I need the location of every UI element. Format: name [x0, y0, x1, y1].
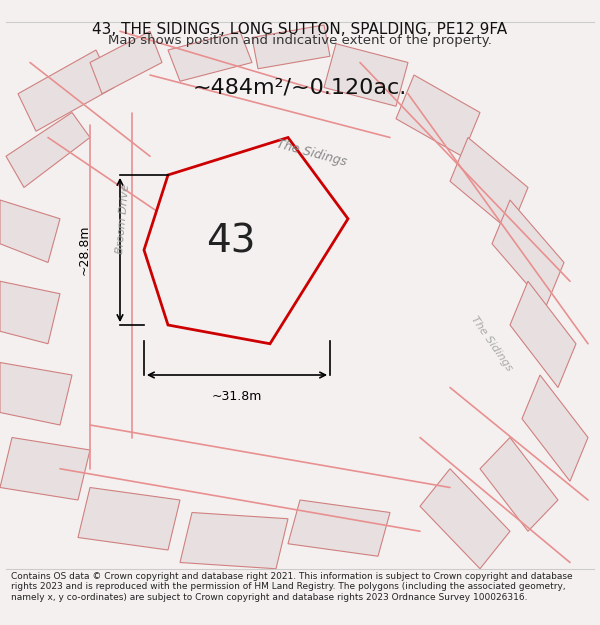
Text: The Sidings: The Sidings	[275, 138, 349, 169]
Polygon shape	[324, 44, 408, 106]
Polygon shape	[0, 200, 60, 262]
Polygon shape	[396, 75, 480, 156]
Polygon shape	[90, 31, 162, 94]
Polygon shape	[480, 438, 558, 531]
Text: Map shows position and indicative extent of the property.: Map shows position and indicative extent…	[108, 34, 492, 47]
Text: 43, THE SIDINGS, LONG SUTTON, SPALDING, PE12 9FA: 43, THE SIDINGS, LONG SUTTON, SPALDING, …	[92, 22, 508, 37]
Polygon shape	[168, 31, 252, 81]
Polygon shape	[18, 50, 114, 131]
Text: 43: 43	[206, 222, 256, 261]
Polygon shape	[78, 488, 180, 550]
Polygon shape	[450, 138, 528, 231]
Polygon shape	[420, 469, 510, 569]
Polygon shape	[0, 438, 90, 500]
Polygon shape	[288, 500, 390, 556]
Polygon shape	[252, 25, 330, 69]
Text: ~31.8m: ~31.8m	[212, 391, 262, 403]
Polygon shape	[6, 112, 90, 188]
Polygon shape	[510, 281, 576, 388]
Text: Broom Drive: Broom Drive	[115, 184, 131, 254]
Text: ~484m²/~0.120ac.: ~484m²/~0.120ac.	[193, 78, 407, 98]
Polygon shape	[0, 362, 72, 425]
Text: ~28.8m: ~28.8m	[77, 225, 91, 275]
Polygon shape	[180, 512, 288, 569]
Polygon shape	[0, 281, 60, 344]
Polygon shape	[522, 375, 588, 481]
Polygon shape	[492, 200, 564, 306]
Text: Contains OS data © Crown copyright and database right 2021. This information is : Contains OS data © Crown copyright and d…	[11, 572, 572, 602]
Text: The Sidings: The Sidings	[469, 314, 515, 373]
Polygon shape	[144, 138, 348, 344]
